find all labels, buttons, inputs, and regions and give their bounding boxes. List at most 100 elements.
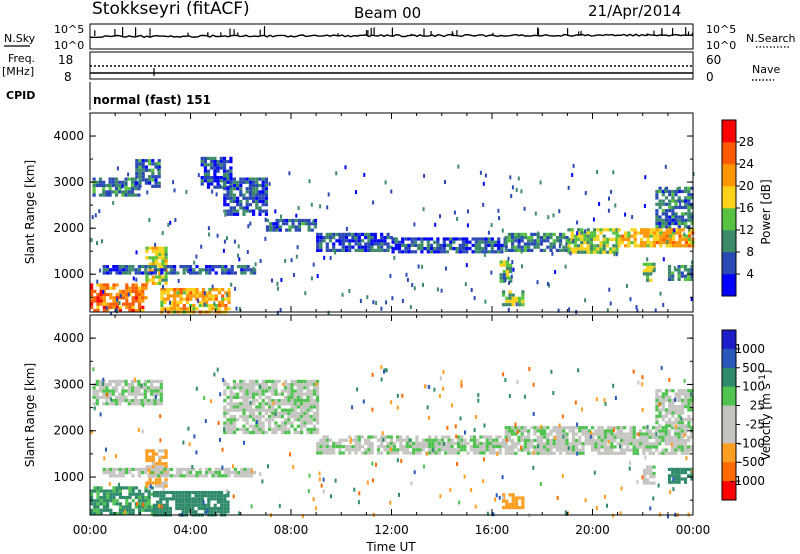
range-cell [255,206,259,210]
range-cell [198,467,202,471]
range-cell [683,268,688,272]
range-cell [138,175,142,179]
range-cell [322,435,326,439]
range-cell [322,239,326,243]
range-cell [610,438,614,443]
range-cell [658,395,662,399]
range-cell [309,421,313,425]
range-cell [426,243,430,247]
range-cell [635,448,639,452]
range-cell [239,206,243,210]
range-cell [671,398,675,402]
range-cell [649,241,653,245]
range-cell [232,415,236,419]
range-cell [216,233,219,238]
range-cell [102,193,106,197]
range-cell [523,445,527,449]
range-cell [573,241,577,245]
range-cell [600,435,604,439]
range-cell [543,432,547,436]
range-cell [383,448,387,452]
range-cell [677,438,681,443]
range-cell [276,310,279,315]
range-cell [444,448,448,452]
range-cell [109,492,113,496]
range-cell [600,442,604,446]
range-cell [108,379,112,383]
range-cell [296,386,300,390]
range-cell [145,278,149,282]
range-cell [255,424,259,428]
range-cell [674,438,678,443]
range-cell [610,451,614,455]
range-cell [211,304,215,308]
range-cell [135,250,138,255]
range-cell [90,305,94,309]
range-cell [204,490,208,495]
range-cell [684,389,688,393]
range-cell [633,228,637,232]
range-cell [203,169,207,173]
range-cell [684,395,688,399]
range-cell [678,237,682,241]
range-cell [143,399,147,403]
range-cell [383,438,387,442]
nsky-tick-low: 10^0 [54,39,84,52]
range-cell [370,232,374,236]
range-cell [674,397,676,402]
range-cell [206,163,211,167]
range-cell [233,471,237,475]
range-cell [169,288,174,292]
range-cell [258,408,262,412]
range-cell [656,237,660,241]
range-cell [521,499,525,503]
range-cell [239,427,243,431]
range-cell [136,501,139,506]
range-cell [437,445,441,449]
range-cell [472,445,477,449]
range-cell [264,236,267,241]
range-cell [530,451,534,455]
range-cell [112,486,116,490]
colorbar-tick-label: 4 [746,267,754,281]
range-cell [239,408,243,412]
range-cell [520,432,524,436]
range-cell [507,248,511,252]
range-cell [508,290,512,294]
range-cell [655,212,659,216]
range-cell [261,479,264,484]
range-cell [200,176,204,180]
range-cell [630,228,634,232]
range-cell [138,309,142,313]
range-cell [656,234,660,238]
range-cell [160,297,164,301]
range-cell [213,166,217,170]
range-cell [154,281,159,285]
range-cell [520,445,522,450]
range-cell [128,492,132,496]
range-cell [242,392,246,396]
range-cell [646,465,650,469]
range-cell [252,190,256,194]
range-cell [574,400,577,405]
range-cell [658,189,662,194]
range-cell [207,490,211,495]
range-cell [94,213,97,218]
range-cell [580,244,584,248]
range-cell [551,251,554,256]
range-cell [645,442,649,446]
range-cell [128,286,132,290]
range-cell [678,234,682,238]
range-cell [118,489,122,493]
range-cell [364,245,368,249]
range-cell [671,389,675,393]
range-cell [138,289,142,293]
range-cell [213,506,217,511]
range-cell [189,291,193,295]
range-cell [144,467,148,471]
range-cell [537,444,540,449]
range-cell [581,426,585,430]
range-cell [589,231,593,235]
range-cell [109,474,113,478]
range-cell [90,495,94,500]
